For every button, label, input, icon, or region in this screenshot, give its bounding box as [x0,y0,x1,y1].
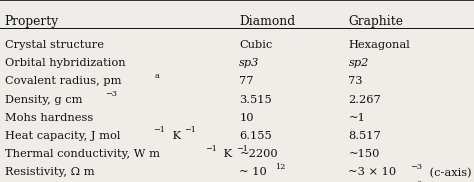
Text: Mohs hardness: Mohs hardness [5,113,93,123]
Text: Cubic: Cubic [239,40,273,50]
Text: Density, g cm: Density, g cm [5,95,82,105]
Text: K: K [169,131,181,141]
Text: Heat capacity, J mol: Heat capacity, J mol [5,131,120,141]
Text: 12: 12 [275,163,285,171]
Text: −1: −1 [205,145,217,153]
Text: ~150: ~150 [348,149,380,159]
Text: sp3: sp3 [239,58,260,68]
Text: Graphite: Graphite [348,15,403,28]
Text: Resistivity, Ω m: Resistivity, Ω m [5,167,94,177]
Text: −6: −6 [410,180,422,182]
Text: Thermal conductivity, W m: Thermal conductivity, W m [5,149,160,159]
Text: 3.515: 3.515 [239,95,272,105]
Text: 6.155: 6.155 [239,131,272,141]
Text: −1: −1 [154,126,165,134]
Text: 2.267: 2.267 [348,95,381,105]
Text: 77: 77 [239,76,254,86]
Text: Covalent radius, pm: Covalent radius, pm [5,76,121,86]
Text: −1: −1 [236,145,247,153]
Text: −3: −3 [105,90,117,98]
Text: Orbital hybridization: Orbital hybridization [5,58,125,68]
Text: ~ 10: ~ 10 [239,167,267,177]
Text: Diamond: Diamond [239,15,295,28]
Text: ~3 × 10: ~3 × 10 [348,167,397,177]
Text: K: K [220,149,232,159]
Text: Property: Property [5,15,59,28]
Text: 8.517: 8.517 [348,131,381,141]
Text: −1: −1 [184,126,196,134]
Text: ~1: ~1 [348,113,365,123]
Text: sp2: sp2 [348,58,369,68]
Text: −3: −3 [410,163,422,171]
Text: a: a [155,72,160,80]
Text: 73: 73 [348,76,363,86]
Text: Crystal structure: Crystal structure [5,40,104,50]
Text: Hexagonal: Hexagonal [348,40,410,50]
Text: ~2200: ~2200 [239,149,278,159]
Text: 10: 10 [239,113,254,123]
Text: (c-axis): (c-axis) [426,167,472,178]
